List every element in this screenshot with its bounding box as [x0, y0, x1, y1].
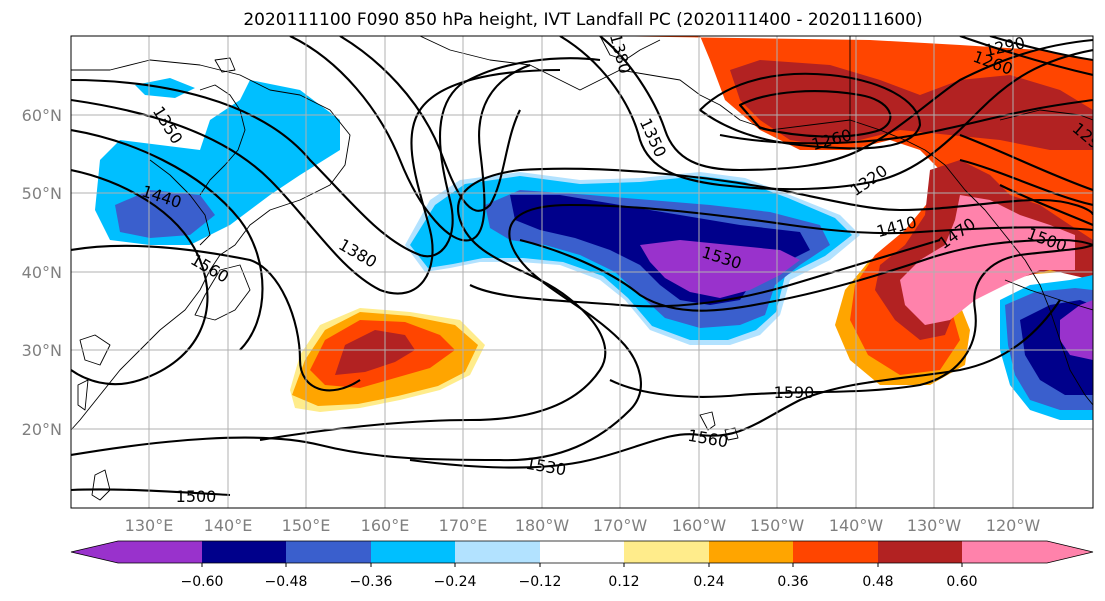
colorbar-tick-label: 0.60: [946, 574, 977, 590]
lon-label: 140°E: [204, 516, 253, 535]
lon-label: 160°W: [672, 516, 727, 535]
colorbar-swatch: [624, 541, 709, 563]
colorbar-tick-label: 0.24: [693, 574, 724, 590]
colorbar-swatch: [709, 541, 793, 563]
colorbar: −0.60 −0.48 −0.36 −0.24 −0.12 0.12 0.24 …: [70, 540, 1094, 590]
lon-label: 130°E: [125, 516, 174, 535]
colorbar-swatch: [455, 541, 540, 563]
colorbar-tick-label: −0.12: [519, 574, 562, 590]
lon-label: 150°E: [282, 516, 331, 535]
graticule: [71, 36, 1093, 508]
lat-label: 30°N: [22, 341, 62, 360]
lon-label: 170°E: [439, 516, 488, 535]
contour-label: 1590: [774, 383, 815, 402]
colorbar-swatch: [371, 541, 455, 563]
contour-label: 1500: [176, 487, 217, 506]
colorbar-swatch: [202, 541, 286, 563]
lon-label: 130°W: [907, 516, 962, 535]
colorbar-tick-label: −0.24: [434, 574, 477, 590]
lon-label: 160°E: [361, 516, 410, 535]
colorbar-swatch: [286, 541, 371, 563]
colorbar-outline: [70, 540, 1094, 564]
lon-label: 150°W: [750, 516, 805, 535]
colorbar-tick-label: 0.12: [608, 574, 639, 590]
latitude-labels: 60°N 50°N 40°N 30°N 20°N: [22, 106, 62, 439]
map-panel: 1350 1440 1560 1380 1350 1380 1260 1320 …: [70, 35, 1094, 509]
colorbar-tick-label: 0.36: [777, 574, 808, 590]
ivt-shading: [95, 36, 1093, 420]
colorbar-swatch: [962, 541, 1093, 563]
lat-label: 40°N: [22, 263, 62, 282]
lon-label: 180°W: [515, 516, 570, 535]
longitude-labels: 130°E 140°E 150°E 160°E 170°E 180°W 170°…: [125, 516, 1041, 535]
colorbar-swatch: [878, 541, 962, 563]
lon-label: 120°W: [986, 516, 1041, 535]
colorbar-tick-label: 0.48: [862, 574, 893, 590]
figure-title: 2020111100 F090 850 hPa height, IVT Land…: [243, 10, 922, 30]
lon-label: 170°W: [593, 516, 648, 535]
height-contours: [71, 36, 1093, 497]
colorbar-tick-label: −0.36: [350, 574, 393, 590]
lat-label: 50°N: [22, 184, 62, 203]
colorbar-swatch: [540, 541, 624, 563]
colorbar-swatch: [793, 541, 878, 563]
lat-label: 60°N: [22, 106, 62, 125]
colorbar-tick-label: −0.48: [265, 574, 308, 590]
lat-label: 20°N: [22, 420, 62, 439]
colorbar-tick-label: −0.60: [181, 574, 224, 590]
colorbar-swatch: [71, 541, 202, 563]
lon-label: 140°W: [829, 516, 884, 535]
